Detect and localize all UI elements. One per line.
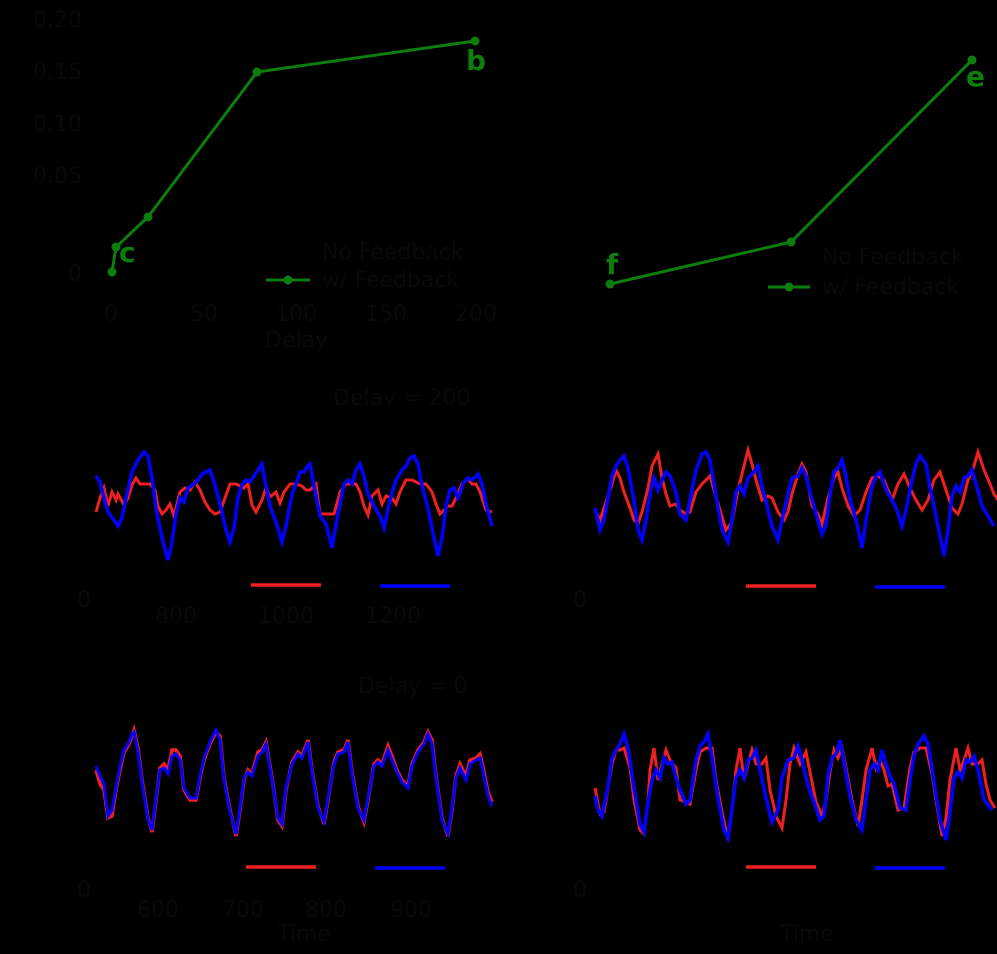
x-axis-label: Time [277, 922, 331, 947]
middle-left-plot [94, 449, 494, 588]
feedback-line [110, 39, 476, 273]
top-left-chart: b c 0.20 0.15 0.10 0.05 0 0 50 100 150 2… [0, 0, 500, 360]
x-tick: 800 [305, 898, 347, 923]
y-tick: 0 [573, 878, 587, 903]
x-tick: 50 [190, 302, 218, 327]
y-tick: 0.10 [33, 112, 82, 137]
point-label-f: f [606, 248, 619, 281]
x-tick: 100 [275, 302, 317, 327]
legend-label: No Feedback [822, 245, 964, 270]
x-tick: 150 [365, 302, 407, 327]
data-point [967, 55, 977, 65]
top-left-plot [107, 36, 480, 285]
x-tick: 600 [137, 898, 179, 923]
data-point [107, 267, 117, 277]
middle-right-chart: 0 [500, 380, 997, 660]
data-point [605, 279, 615, 289]
y-tick: 0 [68, 262, 82, 287]
x-axis-label: Time [780, 922, 834, 947]
middle-left-chart: Delay = 200 0 800 1000 1200 [0, 380, 500, 660]
legend-label: w/ Feedback [822, 275, 960, 300]
x-tick: 800 [155, 604, 197, 629]
legend-label: w/ Feedback [322, 268, 460, 293]
x-tick: 0 [104, 302, 118, 327]
bottom-right-chart: 0 Time [500, 660, 997, 954]
data-point [111, 242, 121, 252]
blue-series [593, 449, 996, 557]
x-tick: 1000 [258, 604, 314, 629]
top-right-plot [605, 55, 977, 292]
x-tick: 200 [455, 302, 497, 327]
y-tick: 0.05 [33, 164, 82, 189]
legend-label: No Feedback [322, 240, 464, 265]
blue-series [94, 449, 494, 561]
panel-title: Delay = 200 [333, 386, 471, 411]
x-tick: 900 [390, 898, 432, 923]
x-tick: 1200 [365, 604, 421, 629]
blue-series [94, 726, 494, 840]
y-tick: 0 [77, 588, 91, 613]
legend-marker [784, 282, 794, 292]
data-point [252, 67, 262, 77]
data-point [786, 237, 796, 247]
bottom-left-chart: Delay = 0 0 600 700 800 900 Time [0, 660, 500, 954]
y-tick: 0 [77, 878, 91, 903]
blue-series [593, 728, 994, 844]
panel-title: Delay = 0 [358, 674, 468, 699]
point-label-e: e [966, 60, 985, 93]
point-label-b: b [466, 44, 487, 77]
middle-right-plot [593, 444, 997, 589]
y-tick: 0.15 [33, 60, 82, 85]
x-axis-label: Delay [265, 328, 329, 353]
y-tick: 0.20 [33, 8, 82, 33]
data-point [143, 212, 153, 222]
point-label-c: c [119, 236, 136, 269]
data-point [470, 36, 480, 46]
top-right-chart: e f No Feedback w/ Feedback [500, 0, 997, 370]
y-tick: 0 [573, 588, 587, 613]
bottom-right-plot [593, 728, 997, 870]
bottom-left-plot [94, 723, 494, 870]
x-tick: 700 [222, 898, 264, 923]
legend-marker [283, 275, 293, 285]
